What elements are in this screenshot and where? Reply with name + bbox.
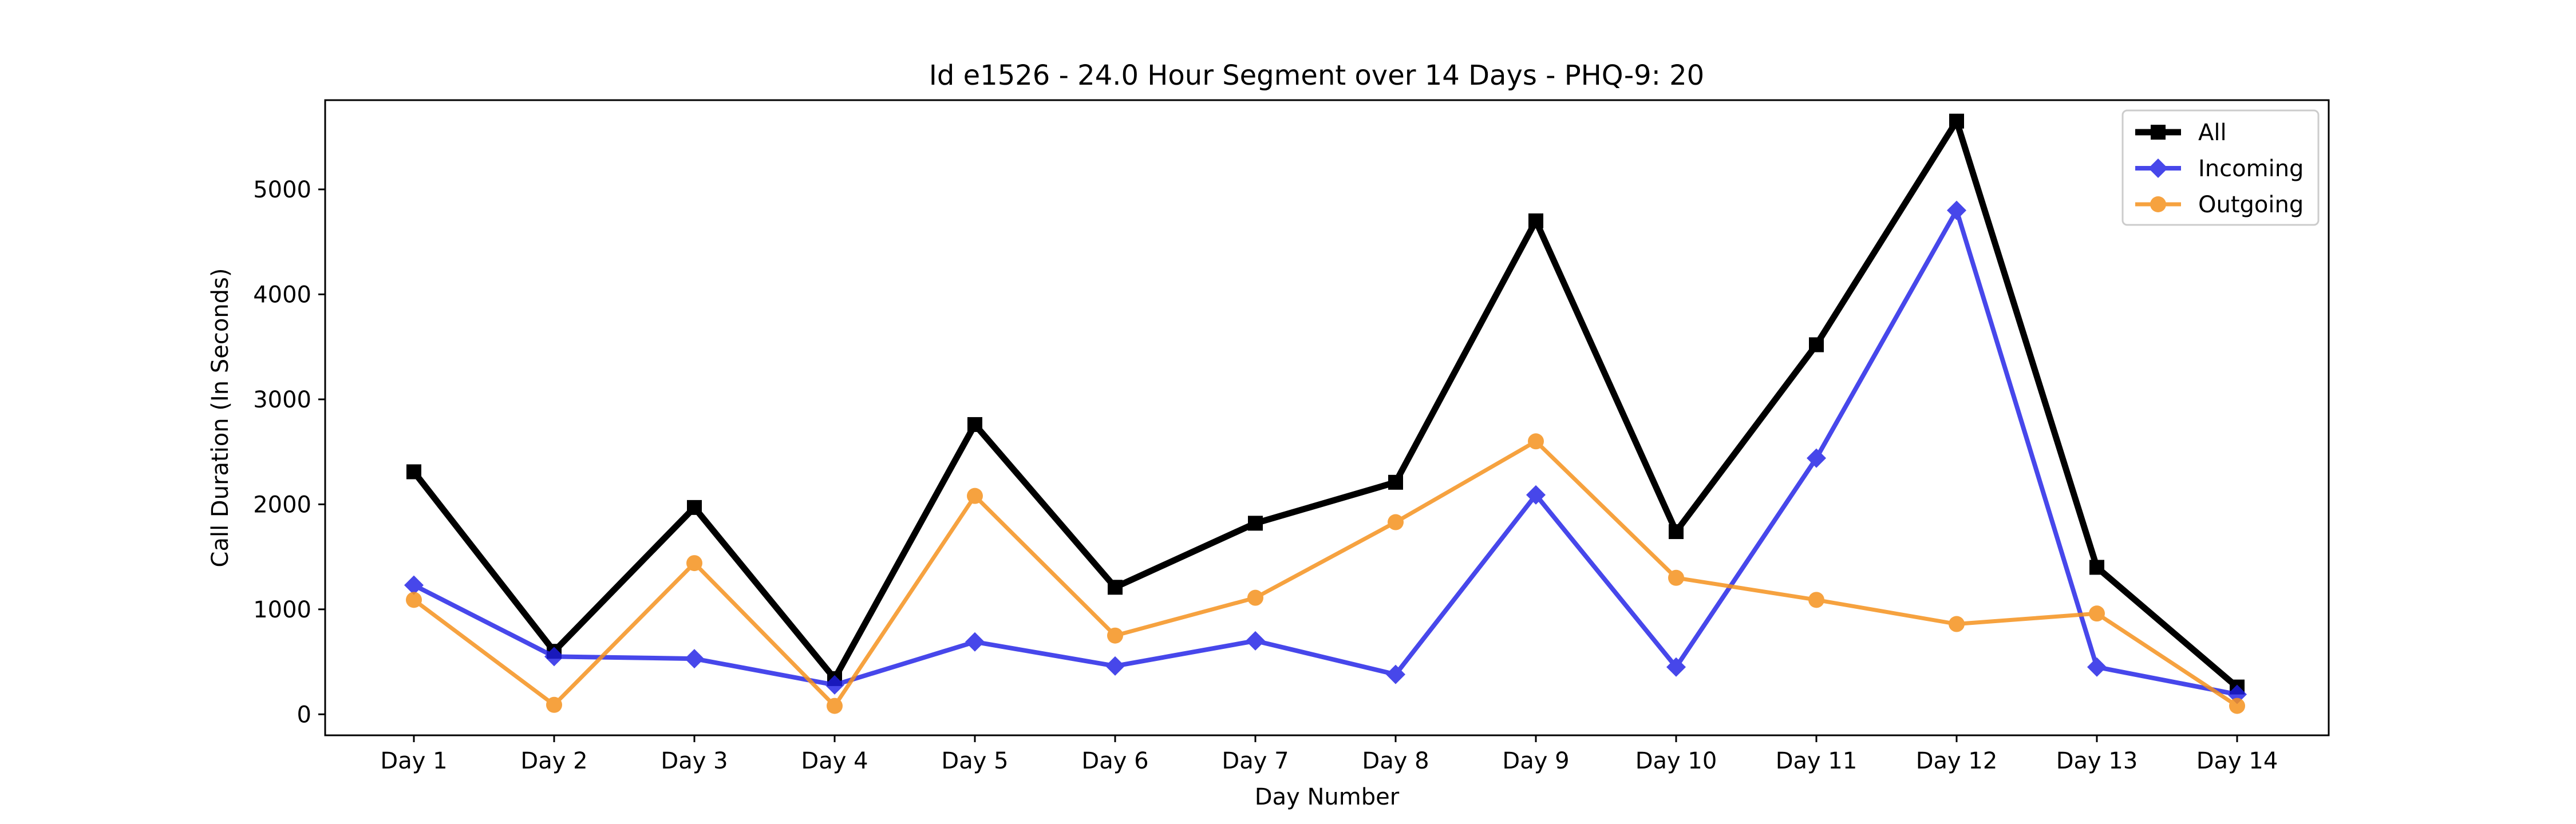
- series-line-outgoing: [412, 438, 2238, 710]
- x-tick-label: Day 6: [1081, 748, 1148, 774]
- data-point-all: [2089, 560, 2104, 575]
- legend-swatch-outgoing: [2135, 196, 2181, 212]
- data-point-incoming: [1666, 657, 1686, 677]
- data-point-outgoing: [1247, 589, 1263, 606]
- x-tick-label: Day 13: [2056, 748, 2138, 774]
- legend-label-incoming: Incoming: [2198, 156, 2304, 182]
- x-axis-title: Day Number: [1255, 784, 1400, 810]
- plot-frame: [324, 99, 2330, 736]
- data-point-outgoing: [827, 698, 843, 714]
- data-point-incoming: [1807, 448, 1826, 468]
- data-point-all: [1669, 524, 1684, 540]
- legend-marker-incoming: [2148, 159, 2168, 178]
- data-point-incoming: [1526, 485, 1546, 505]
- data-point-all: [1809, 337, 1824, 352]
- y-tick-label: 4000: [253, 282, 311, 308]
- data-point-all: [1108, 580, 1123, 595]
- data-point-outgoing: [1107, 627, 1123, 644]
- series-incoming: [404, 200, 2247, 704]
- data-point-all: [1949, 113, 1964, 129]
- x-tick-label: Day 8: [1362, 748, 1429, 774]
- x-tick-label: Day 14: [2196, 748, 2278, 774]
- series-line-all: [411, 113, 2239, 690]
- data-point-all: [1248, 516, 1263, 531]
- legend: All Incoming Outgoing: [2121, 109, 2320, 226]
- legend-label-outgoing: Outgoing: [2198, 192, 2304, 218]
- legend-marker-all: [2151, 125, 2166, 140]
- y-tick-label: 3000: [253, 387, 311, 413]
- x-tick-label: Day 11: [1776, 748, 1858, 774]
- x-tick-label: Day 9: [1502, 748, 1569, 774]
- series-outgoing: [406, 433, 2245, 714]
- x-tick-label: Day 10: [1635, 748, 1717, 774]
- series-all: [406, 113, 2245, 695]
- data-point-outgoing: [2229, 698, 2245, 714]
- x-tick-label: Day 12: [1916, 748, 1998, 774]
- y-axis-title: Call Duration (In Seconds): [207, 268, 234, 568]
- y-tick-label: 1000: [253, 597, 311, 623]
- legend-box: [2121, 109, 2320, 226]
- y-tick-label: 2000: [253, 492, 311, 518]
- data-point-incoming: [1386, 664, 1405, 684]
- data-point-outgoing: [1808, 592, 1824, 608]
- series-line-incoming: [413, 204, 2238, 697]
- data-point-all: [406, 464, 421, 480]
- data-point-incoming: [2227, 684, 2247, 704]
- data-point-incoming: [685, 649, 704, 669]
- x-tick-label: Day 7: [1222, 748, 1289, 774]
- data-point-all: [1388, 474, 1403, 490]
- data-point-outgoing: [686, 555, 702, 572]
- data-point-incoming: [1246, 631, 1265, 651]
- data-point-all: [967, 417, 982, 432]
- data-point-incoming: [544, 647, 564, 667]
- data-point-incoming: [825, 675, 844, 695]
- data-point-incoming: [1947, 200, 1966, 220]
- x-tick-label: Day 1: [380, 748, 447, 774]
- data-point-outgoing: [967, 488, 983, 504]
- y-tick-label: 0: [297, 702, 311, 728]
- data-point-outgoing: [406, 592, 422, 608]
- data-point-all: [687, 500, 702, 515]
- x-tick-label: Day 4: [801, 748, 868, 774]
- data-point-outgoing: [1668, 569, 1684, 586]
- data-point-outgoing: [2089, 605, 2105, 622]
- x-tick-label: Day 3: [661, 748, 728, 774]
- data-point-all: [1528, 213, 1543, 228]
- data-point-incoming: [1105, 656, 1125, 676]
- data-point-incoming: [965, 632, 985, 652]
- data-point-outgoing: [1949, 616, 1965, 632]
- x-tick-label: Day 5: [941, 748, 1008, 774]
- y-tick-label: 5000: [253, 177, 311, 203]
- data-point-incoming: [2087, 657, 2107, 677]
- data-point-outgoing: [1528, 433, 1544, 450]
- chart-title: Id e1526 - 24.0 Hour Segment over 14 Day…: [929, 60, 1704, 92]
- legend-swatch-incoming: [2135, 159, 2181, 178]
- data-point-incoming: [404, 575, 424, 595]
- legend-marker-outgoing: [2150, 196, 2166, 212]
- data-point-outgoing: [1388, 514, 1404, 530]
- legend-label-all: All: [2198, 120, 2227, 146]
- data-point-outgoing: [546, 696, 562, 713]
- legend-swatch-all: [2135, 125, 2181, 140]
- x-tick-label: Day 2: [520, 748, 587, 774]
